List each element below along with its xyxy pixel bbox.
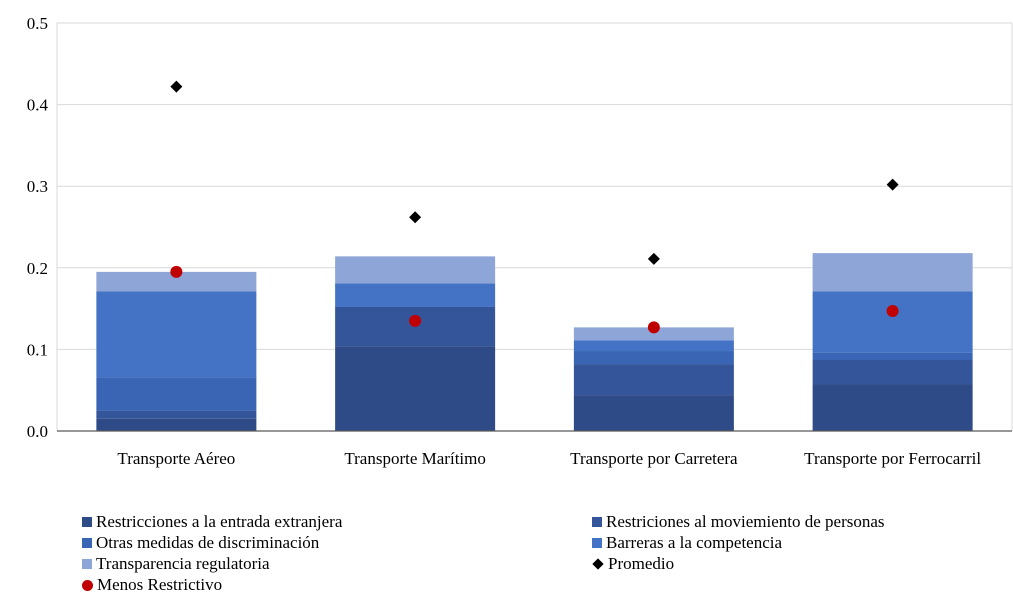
bar-segment <box>96 291 257 378</box>
bar-segment <box>812 291 973 353</box>
y-tick-label: 0.3 <box>27 177 48 196</box>
y-tick-label: 0.5 <box>27 14 48 33</box>
y-tick-label: 0.2 <box>27 259 48 278</box>
legend-item: Restriciones al moviemiento de personas <box>592 512 885 532</box>
bar-segment <box>335 283 496 307</box>
bar-segment <box>573 340 734 352</box>
bar-segment <box>812 384 973 431</box>
legend-item: Menos Restrictivo <box>82 575 222 595</box>
legend-label: Otras medidas de discriminación <box>96 533 320 552</box>
legend-label: Barreras a la competencia <box>606 533 783 552</box>
legend-item: Barreras a la competencia <box>592 533 782 553</box>
x-tick-label: Transporte por Carretera <box>570 449 738 468</box>
menos-restrictivo-marker <box>170 265 183 278</box>
y-tick-label: 0.1 <box>27 340 48 359</box>
markers <box>170 80 899 334</box>
legend-label: Menos Restrictivo <box>97 575 223 594</box>
bar-segment <box>96 271 257 292</box>
menos-restrictivo-marker <box>886 305 899 318</box>
bar-segment <box>573 351 734 365</box>
bar-segment <box>96 377 257 411</box>
bar-segment <box>96 418 257 431</box>
legend-item: Promedio <box>592 554 674 574</box>
legend-label: Restriciones al moviemiento de personas <box>606 512 885 531</box>
legend-label: Transparencia regulatoria <box>96 554 270 573</box>
legend-item: Otras medidas de discriminación <box>82 533 319 553</box>
bar-segment <box>335 256 496 284</box>
axes: 0.0 0.1 0.2 0.3 0.4 0.5 Transporte Aéreo Transp… <box>27 14 1012 468</box>
bar-segment <box>812 253 973 292</box>
promedio-marker <box>886 178 899 191</box>
x-tick-label: Transporte Marítimo <box>344 449 486 468</box>
y-tick-label: 0.0 <box>27 422 48 441</box>
legend-label: Promedio <box>608 554 675 573</box>
promedio-marker <box>647 252 660 265</box>
legend-item: Transparencia regulatoria <box>82 554 270 574</box>
legend-diamond-marker <box>592 558 604 570</box>
bar-segment <box>812 352 973 361</box>
menos-restrictivo-marker <box>647 321 660 334</box>
legend-item: Restricciones a la entrada extranjera <box>82 512 342 532</box>
bar-segment <box>573 364 734 396</box>
x-tick-label: Transporte Aéreo <box>117 449 235 468</box>
bar-segment <box>812 360 973 385</box>
bar-segment <box>96 410 257 419</box>
bars <box>96 253 973 431</box>
bar-segment <box>573 327 734 341</box>
bar-segment <box>335 346 496 431</box>
menos-restrictivo-marker <box>409 314 422 327</box>
legend-swatch <box>82 559 92 569</box>
legend-circle-marker <box>82 579 93 591</box>
bar-segment <box>573 395 734 431</box>
promedio-marker <box>409 211 422 224</box>
legend-swatch <box>82 538 92 548</box>
legend-swatch <box>592 517 602 527</box>
x-tick-label: Transporte por Ferrocarril <box>804 449 981 468</box>
legend-label: Restricciones a la entrada extranjera <box>96 512 343 531</box>
y-tick-label: 0.4 <box>27 96 49 115</box>
promedio-marker <box>170 80 183 93</box>
legend-swatch <box>82 517 92 527</box>
legend-swatch <box>592 538 602 548</box>
